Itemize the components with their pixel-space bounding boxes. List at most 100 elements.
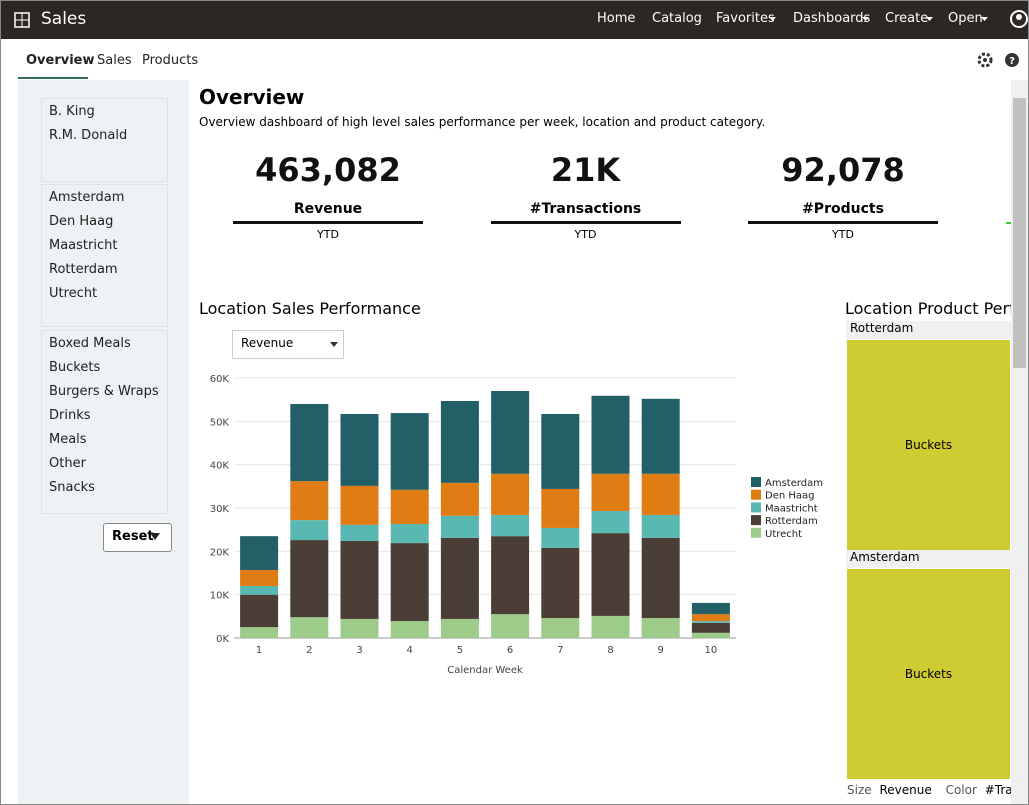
bar-segment (440, 515, 479, 538)
bar-segment (591, 511, 630, 534)
treemap-title: Location Product Perfo (845, 299, 1025, 318)
filter-item[interactable]: Amsterdam (49, 190, 125, 205)
bar-segment (390, 413, 429, 490)
bar-segment (691, 632, 730, 638)
scroll-thumb[interactable] (1013, 98, 1026, 368)
x-tick-label: 3 (356, 645, 362, 656)
x-tick-label: 4 (407, 645, 413, 656)
bar-segment (290, 404, 329, 482)
bar-segment (340, 524, 379, 541)
bar-segment (390, 621, 429, 638)
filter-item[interactable]: B. King (49, 104, 95, 119)
x-tick-label: 8 (607, 645, 613, 656)
kpi-period: YTD (317, 228, 339, 241)
x-tick-label: 6 (507, 645, 513, 656)
x-tick-label: 7 (557, 645, 563, 656)
bar-segment (591, 473, 630, 512)
filter-item[interactable]: Snacks (49, 480, 95, 495)
nav-item[interactable]: Favorites (716, 11, 775, 26)
x-tick-label: 2 (306, 645, 312, 656)
y-tick-label: 30K (210, 504, 230, 515)
x-tick-label: 5 (457, 645, 463, 656)
filter-item[interactable]: Other (49, 456, 86, 471)
reset-button[interactable]: Reset (103, 523, 172, 552)
bar-segment (290, 520, 329, 541)
bar-segment (440, 482, 479, 516)
select-value: Revenue (241, 336, 294, 350)
tab[interactable]: Products (142, 53, 199, 68)
filter-box (41, 184, 168, 327)
bar-segment (641, 514, 680, 538)
bar-segment (240, 594, 279, 628)
bar-segment (491, 514, 530, 537)
bar-segment (290, 617, 329, 638)
nav-item[interactable]: Open (948, 11, 983, 26)
legend-label: Utrecht (765, 529, 802, 540)
treemap-cell[interactable]: Buckets (847, 340, 1010, 550)
filter-item[interactable]: R.M. Donald (49, 128, 128, 143)
treemap-cell[interactable]: Buckets (847, 569, 1010, 779)
kpi-value: 21K (550, 151, 621, 189)
bar-segment (390, 543, 429, 622)
toolbar-icons[interactable]: ? (976, 51, 1021, 69)
tab-active[interactable]: Overview (26, 53, 95, 68)
bar-segment (691, 614, 730, 622)
nav-item[interactable]: Dashboards (793, 11, 871, 26)
filter-item[interactable]: Maastricht (49, 238, 118, 253)
bar-segment (641, 398, 680, 474)
bar-segment (641, 537, 680, 619)
bar-segment (641, 618, 680, 638)
y-tick-label: 60K (210, 374, 230, 385)
filter-item[interactable]: Rotterdam (49, 262, 118, 277)
group-name: Amsterdam (850, 550, 920, 564)
bar-segment (440, 400, 479, 483)
tab[interactable]: Sales (97, 53, 132, 68)
nav-item[interactable]: Home (597, 11, 636, 26)
bar-segment (541, 527, 580, 548)
size-value: Revenue (879, 783, 932, 797)
bar-segment (691, 621, 730, 623)
nav-arrows (769, 10, 1028, 28)
bar-segment (541, 618, 580, 638)
bar-segment (641, 473, 680, 515)
apps-icon[interactable] (14, 12, 30, 28)
size-label: Size (847, 783, 872, 797)
kpi-label: #Transactions (529, 201, 642, 217)
bar-segment (240, 627, 279, 638)
stacked-bar-chart: 0K 10K 20K 30K 40K 50K 60K 1 2 3 4 5 6 7 8 9 10 Calendar … (210, 374, 823, 676)
legend-label: Den Haag (765, 491, 815, 502)
x-tick-label: 1 (256, 645, 262, 656)
y-tick-label: 20K (210, 547, 230, 558)
bar-segment (290, 481, 329, 521)
y-tick-label: 0K (216, 634, 229, 645)
bar-segment (491, 391, 530, 474)
nav-item[interactable]: Create (885, 11, 929, 26)
treemap-group-header: Amsterdam (846, 550, 1011, 568)
measure-select[interactable]: Revenue (232, 330, 344, 359)
filter-item[interactable]: Den Haag (49, 214, 114, 229)
filter-item[interactable]: Buckets (49, 360, 101, 375)
tab-underline (18, 77, 88, 79)
kpi-rule (490, 221, 681, 224)
bar-segment (390, 489, 429, 525)
color-label: Color (945, 783, 977, 797)
bar-segment (541, 547, 580, 619)
kpi-period: YTD (574, 228, 597, 241)
filter-item[interactable]: Meals (49, 432, 87, 447)
filter-item[interactable]: Utrecht (49, 286, 98, 301)
filter-item[interactable]: Burgers & Wraps (49, 384, 159, 399)
y-tick-label: 40K (210, 461, 230, 472)
kpi-rule (748, 221, 938, 224)
chart-title: Location Sales Performance (199, 299, 421, 318)
legend-swatch (751, 489, 761, 500)
filter-item[interactable]: Drinks (49, 408, 91, 423)
filter-item[interactable]: Boxed Meals (49, 336, 131, 351)
bar-segment (390, 524, 429, 544)
caret (330, 342, 338, 347)
legend-swatch (751, 515, 761, 526)
filter-box (41, 330, 168, 514)
treemap-group-header: Rotterdam (846, 321, 1011, 339)
nav-item[interactable]: Catalog (652, 11, 702, 26)
scrollbar[interactable] (1011, 80, 1028, 804)
